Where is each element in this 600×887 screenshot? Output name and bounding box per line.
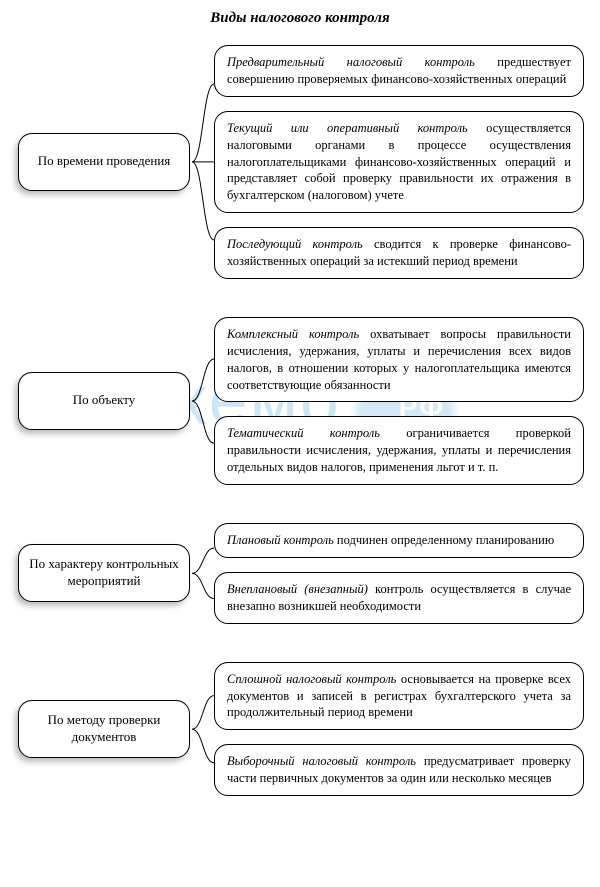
- definition-text: подчинен определенному планированию: [334, 533, 554, 547]
- definition-term: Плановый контроль: [227, 533, 334, 547]
- classification-group: По объекту Комплексный контроль охватывае…: [0, 317, 600, 485]
- classification-group: По времени проведения Предварительный нал…: [0, 45, 600, 279]
- items-column: Предварительный налоговый контроль предш…: [214, 45, 584, 279]
- items-column: Плановый контроль подчинен определенному…: [214, 523, 584, 624]
- items-column: Комплексный контроль охватывает вопросы …: [214, 317, 584, 485]
- diagram-page: Схемо http://схемо.рф РФ Виды налогового…: [0, 0, 600, 854]
- items-column: Сплошной налоговый контроль основывается…: [214, 662, 584, 796]
- definition-box: Выборочный налоговый контроль предусматр…: [214, 744, 584, 796]
- classification-group: По характеру контрольных мероприятий План…: [0, 523, 600, 624]
- definition-term: Текущий или оперативный контроль: [227, 121, 468, 135]
- definition-term: Сплошной налоговый контроль: [227, 672, 396, 686]
- definition-box: Комплексный контроль охватывает вопросы …: [214, 317, 584, 403]
- category-box: По методу проверки документов: [18, 700, 190, 758]
- definition-term: Внеплановый (внезапный): [227, 582, 368, 596]
- definition-term: Последующий контроль: [227, 237, 363, 251]
- brace-connector-icon: [192, 662, 214, 796]
- definition-box: Внеплановый (внезапный) контроль осущест…: [214, 572, 584, 624]
- definition-box: Плановый контроль подчинен определенному…: [214, 523, 584, 558]
- definition-box: Сплошной налоговый контроль основывается…: [214, 662, 584, 731]
- definition-box: Тематический контроль ограничивается про…: [214, 416, 584, 485]
- brace-connector-icon: [192, 523, 214, 624]
- brace-connector-icon: [192, 45, 214, 279]
- definition-term: Выборочный налоговый контроль: [227, 754, 416, 768]
- category-box: По времени проведения: [18, 133, 190, 191]
- category-label: По методу проверки документов: [29, 712, 179, 746]
- category-box: По характеру контрольных мероприятий: [18, 544, 190, 602]
- brace-connector-icon: [192, 317, 214, 485]
- category-box: По объекту: [18, 372, 190, 430]
- category-label: По времени проведения: [38, 153, 171, 170]
- classification-group: По методу проверки документов Сплошной на…: [0, 662, 600, 796]
- definition-box: Последующий контроль сводится к проверке…: [214, 227, 584, 279]
- diagram-title: Виды налогового контроля: [0, 10, 600, 27]
- definition-term: Предварительный налоговый контроль: [227, 55, 475, 69]
- definition-term: Тематический контроль: [227, 426, 380, 440]
- category-label: По характеру контрольных мероприятий: [29, 556, 179, 590]
- definition-box: Текущий или оперативный контроль осущест…: [214, 111, 584, 213]
- groups-container: По времени проведения Предварительный нал…: [0, 45, 600, 796]
- definition-term: Комплексный контроль: [227, 327, 359, 341]
- category-label: По объекту: [73, 392, 136, 409]
- definition-box: Предварительный налоговый контроль предш…: [214, 45, 584, 97]
